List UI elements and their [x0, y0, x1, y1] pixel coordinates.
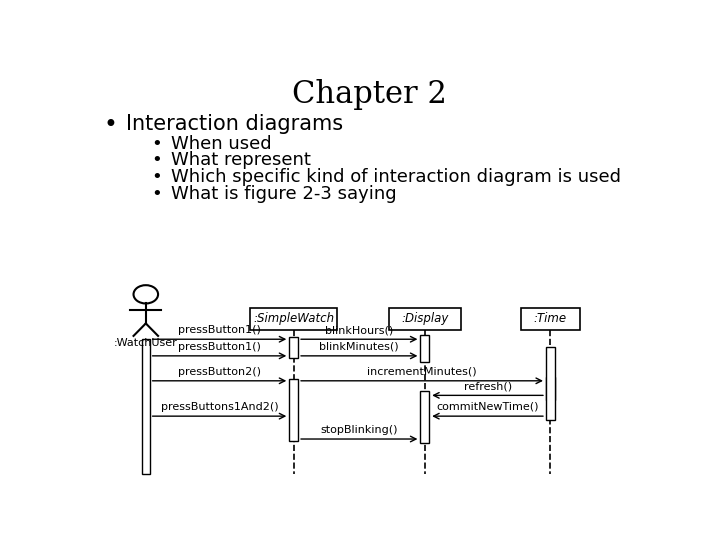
Text: incrementMinutes(): incrementMinutes() [367, 367, 477, 377]
Text: Which specific kind of interaction diagram is used: Which specific kind of interaction diagr… [171, 168, 621, 186]
Text: •: • [151, 134, 162, 153]
Text: blinkMinutes(): blinkMinutes() [320, 342, 399, 352]
Text: :Time: :Time [534, 312, 567, 326]
Bar [389, 308, 461, 329]
Text: pressButton2(): pressButton2() [178, 367, 261, 377]
Text: :SimpleWatch: :SimpleWatch [253, 312, 334, 326]
Bar [420, 335, 429, 362]
Text: stopBlinking(): stopBlinking() [320, 425, 398, 435]
Text: Chapter 2: Chapter 2 [292, 79, 446, 110]
Text: Interaction diagrams: Interaction diagrams [126, 114, 343, 134]
Text: When used: When used [171, 134, 271, 153]
Text: :Display: :Display [401, 312, 449, 326]
Text: :WatchUser: :WatchUser [114, 338, 178, 348]
Text: blinkHours(): blinkHours() [325, 325, 393, 335]
Text: •: • [151, 151, 162, 169]
Bar [289, 379, 298, 441]
Text: pressButton1(): pressButton1() [178, 325, 261, 335]
Text: What is figure 2-3 saying: What is figure 2-3 saying [171, 185, 397, 204]
Text: pressButton1(): pressButton1() [178, 342, 261, 352]
Text: •: • [151, 168, 162, 186]
Text: refresh(): refresh() [464, 381, 512, 391]
Text: •: • [104, 113, 118, 137]
Text: •: • [151, 185, 162, 204]
Bar [420, 391, 429, 443]
Bar [546, 377, 555, 400]
Bar [251, 308, 337, 329]
Text: pressButtons1And2(): pressButtons1And2() [161, 402, 278, 412]
Text: What represent: What represent [171, 151, 311, 169]
Bar [521, 308, 580, 329]
Text: commitNewTime(): commitNewTime() [436, 402, 539, 412]
Bar [142, 339, 150, 474]
Bar [546, 347, 555, 420]
Bar [289, 337, 298, 358]
